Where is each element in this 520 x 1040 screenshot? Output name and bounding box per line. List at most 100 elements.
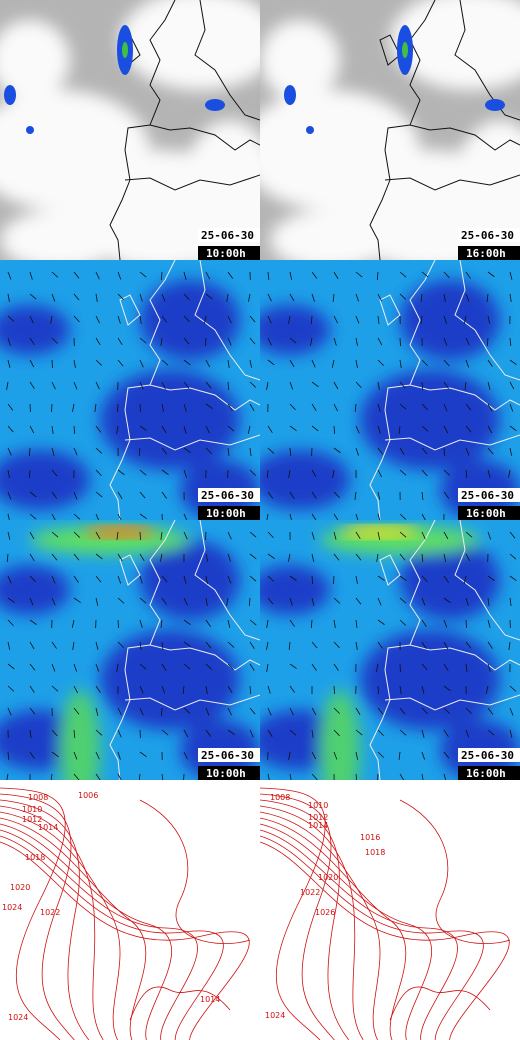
wind-arrow bbox=[267, 359, 275, 366]
isobar bbox=[260, 805, 364, 1040]
rain bbox=[306, 126, 314, 134]
wind-arrow bbox=[267, 575, 275, 582]
isobar-label: 1008 bbox=[270, 793, 290, 802]
isobar bbox=[260, 787, 326, 1040]
date-label: 25-06-30 bbox=[201, 489, 254, 502]
calm bbox=[360, 370, 500, 470]
wind-arrow bbox=[29, 707, 36, 715]
date-box bbox=[198, 488, 260, 502]
wind-arrow bbox=[73, 685, 79, 694]
wind-arrow bbox=[7, 315, 15, 322]
isobar bbox=[0, 817, 147, 1040]
wind-arrow bbox=[465, 425, 472, 433]
isobar bbox=[0, 793, 75, 1040]
wind-arrow bbox=[95, 773, 101, 780]
wind-arrow bbox=[289, 685, 295, 693]
cloud bbox=[0, 210, 120, 260]
wind-arrow bbox=[399, 773, 405, 780]
calm bbox=[400, 540, 500, 620]
isobar bbox=[260, 841, 510, 1040]
wind-arrow bbox=[289, 619, 295, 627]
date-label: 25-06-30 bbox=[461, 229, 514, 242]
isobar-label: 1020 bbox=[10, 883, 30, 892]
wind-arrow bbox=[29, 729, 32, 738]
wind-arrow bbox=[183, 469, 187, 478]
wind-arrow bbox=[161, 707, 163, 717]
wind-arrow bbox=[51, 425, 54, 434]
isobar bbox=[260, 811, 381, 1040]
wind-arrow bbox=[289, 381, 294, 390]
wind-arrow bbox=[29, 641, 35, 650]
wind-arrow bbox=[333, 685, 335, 695]
wind-arrow bbox=[205, 575, 208, 584]
wind-arrow bbox=[7, 425, 14, 433]
isobar bbox=[260, 823, 432, 1040]
wind-arrow bbox=[333, 447, 341, 454]
isobar-label: 1018 bbox=[365, 848, 385, 857]
wind-arrow bbox=[161, 315, 168, 323]
wind-arrow bbox=[29, 531, 35, 540]
wind-arrow bbox=[465, 403, 472, 411]
wind-arrow bbox=[183, 575, 187, 584]
wind-arrow bbox=[288, 469, 291, 478]
wind-arrow bbox=[399, 337, 401, 347]
coastline bbox=[109, 520, 260, 780]
wind-arrow bbox=[420, 315, 423, 324]
wind-arrow bbox=[443, 663, 449, 672]
wind-arrow bbox=[71, 619, 75, 628]
wind-arrow bbox=[95, 513, 99, 520]
wind-arrow bbox=[509, 447, 513, 456]
wind-arrow bbox=[399, 707, 406, 715]
wind-arrow bbox=[355, 575, 358, 584]
wind-arrow bbox=[73, 381, 78, 390]
wind-arrow bbox=[311, 513, 317, 520]
wind-arrow bbox=[465, 553, 471, 562]
wind-arrow bbox=[399, 293, 407, 300]
wind-arrow bbox=[183, 707, 191, 714]
wind-arrow bbox=[443, 469, 451, 476]
wind-arrow bbox=[399, 447, 405, 456]
time-label: 10:00h bbox=[206, 507, 246, 520]
calm bbox=[100, 630, 240, 730]
wind-arrow bbox=[289, 663, 297, 669]
wind-arrow bbox=[51, 641, 57, 649]
wind-arrow bbox=[161, 729, 169, 736]
wind-arrow bbox=[227, 619, 231, 628]
wind-arrow bbox=[399, 403, 407, 410]
wind-arrow bbox=[205, 729, 212, 737]
wind-arrow bbox=[160, 619, 163, 628]
wind-arrow bbox=[51, 751, 59, 758]
wind-arrow bbox=[247, 425, 251, 434]
wind-arrow bbox=[138, 773, 141, 780]
wind-arrow bbox=[333, 425, 336, 435]
wind-arrow bbox=[117, 619, 119, 629]
wind-arrow bbox=[227, 359, 230, 368]
isobar bbox=[0, 799, 90, 1040]
wind-arrow bbox=[267, 773, 270, 780]
cloud bbox=[260, 20, 340, 100]
wind-arrow bbox=[311, 271, 318, 279]
isobar bbox=[260, 829, 458, 1040]
wind-arrow bbox=[248, 293, 251, 302]
wind-arrow bbox=[227, 707, 232, 716]
isobar-label: 1018 bbox=[25, 853, 45, 862]
wind-arrow bbox=[487, 359, 493, 367]
wind-arrow bbox=[183, 447, 191, 454]
wind-arrow bbox=[7, 491, 12, 500]
map-panel: 25-06-30 16:00h bbox=[260, 520, 520, 780]
isobar bbox=[260, 817, 407, 1040]
calm bbox=[260, 450, 350, 510]
wind-arrow bbox=[311, 425, 319, 432]
wind-arrow bbox=[249, 531, 257, 538]
wind-arrow bbox=[7, 513, 10, 520]
cloud bbox=[270, 210, 390, 260]
wind-arrow bbox=[487, 619, 491, 628]
wind-arrow bbox=[249, 381, 257, 388]
wind-arrow bbox=[421, 271, 429, 278]
wind-arrow bbox=[443, 707, 450, 714]
wind-arrow bbox=[29, 553, 35, 562]
wind-arrow bbox=[205, 553, 209, 562]
wind-arrow bbox=[183, 315, 190, 323]
wind-arrow bbox=[95, 315, 100, 324]
isobar-label: 1014 bbox=[308, 821, 328, 830]
